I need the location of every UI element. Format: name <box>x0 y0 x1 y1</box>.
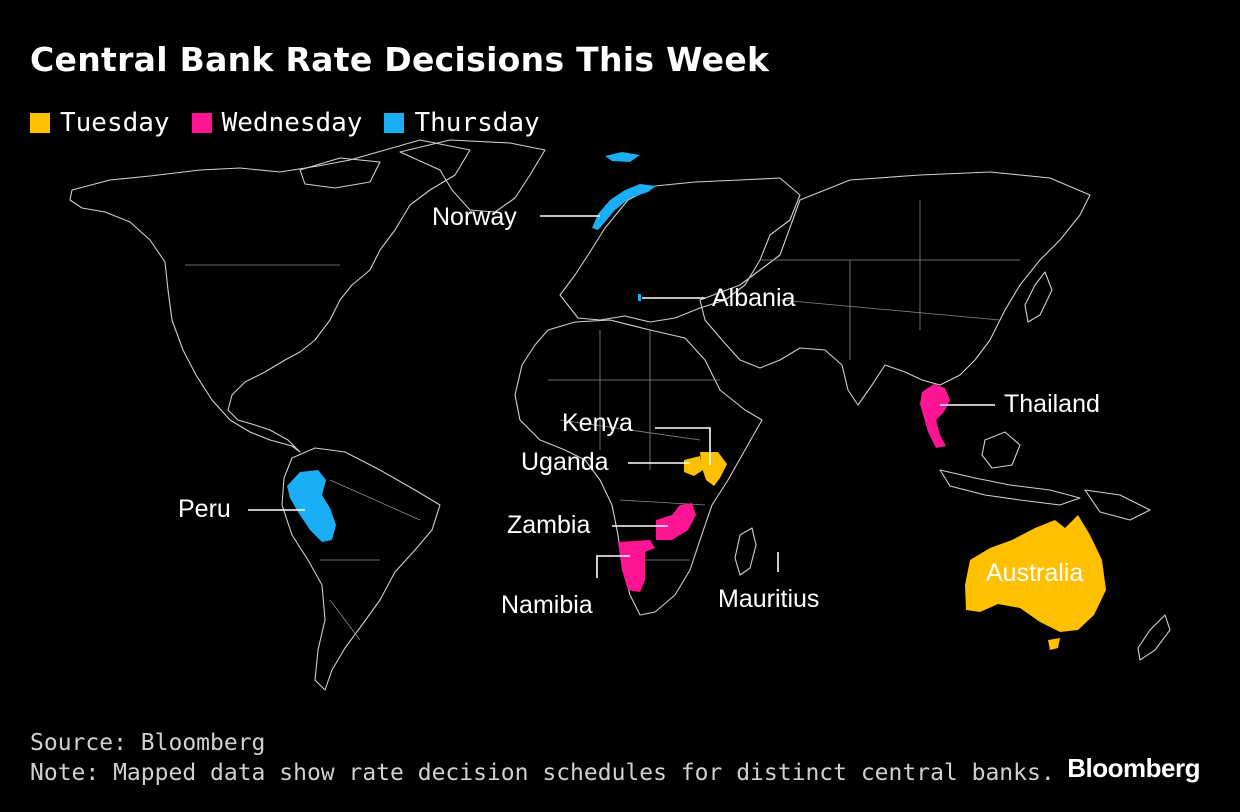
label-zambia: Zambia <box>507 511 590 539</box>
chart-title: Central Bank Rate Decisions This Week <box>30 40 770 79</box>
legend-swatch-wednesday <box>191 113 212 133</box>
legend: Tuesday Wednesday Thursday <box>30 108 540 138</box>
label-albania: Albania <box>712 284 795 312</box>
namibia-shape <box>618 540 655 592</box>
label-thailand: Thailand <box>1004 390 1100 418</box>
legend-swatch-tuesday <box>30 113 50 133</box>
kenya-shape <box>700 452 727 486</box>
legend-item-tuesday: Tuesday <box>30 108 170 138</box>
legend-label-thursday: Thursday <box>414 108 540 138</box>
label-australia: Australia <box>986 559 1083 587</box>
norway-shape <box>592 184 656 230</box>
asia-borders <box>760 200 1020 360</box>
legend-item-wednesday: Wednesday <box>191 108 363 138</box>
north-america-outline <box>69 139 471 453</box>
label-namibia: Namibia <box>501 591 593 619</box>
south-america-outline <box>281 447 441 691</box>
borneo-outline <box>981 431 1021 469</box>
legend-label-wednesday: Wednesday <box>221 108 363 138</box>
arctic-islands-outline <box>299 157 381 189</box>
legend-swatch-thursday <box>384 113 405 133</box>
country-borders <box>185 200 1020 641</box>
africa-outline <box>514 319 763 616</box>
label-mauritius: Mauritius <box>718 585 819 613</box>
peru-shape <box>287 470 336 542</box>
tasmania-shape <box>1048 638 1060 650</box>
label-norway: Norway <box>432 203 517 231</box>
label-peru: Peru <box>178 495 231 523</box>
greenland-outline <box>399 139 546 213</box>
highlighted-countries <box>287 152 1106 650</box>
leader-lines <box>248 215 995 578</box>
legend-label-tuesday: Tuesday <box>60 108 170 138</box>
svalbard-shape <box>605 152 640 162</box>
albania-shape <box>638 294 641 301</box>
uganda-shape <box>684 456 703 476</box>
madagascar-outline <box>734 527 757 576</box>
land-outlines <box>69 139 1171 691</box>
zambia-shape <box>656 503 696 540</box>
kenya-leader <box>655 427 711 465</box>
source-note: Source: Bloomberg <box>30 730 266 756</box>
japan-outline <box>1024 271 1053 323</box>
footnote: Note: Mapped data show rate decision sch… <box>30 760 1055 786</box>
label-kenya: Kenya <box>562 409 633 437</box>
south-america-borders <box>320 479 421 641</box>
country-labels: Norway Albania Thailand Kenya Uganda Zam… <box>178 203 1100 619</box>
legend-item-thursday: Thursday <box>384 108 540 138</box>
new-zealand-outline <box>1137 614 1171 661</box>
africa-borders <box>548 330 720 561</box>
new-guinea-outline <box>1084 489 1151 521</box>
europe-outline <box>559 177 801 323</box>
thailand-shape <box>920 384 950 448</box>
namibia-leader <box>596 555 630 578</box>
australia-shape <box>965 515 1106 632</box>
asia-outline <box>699 171 1091 406</box>
bloomberg-logo: Bloomberg <box>1067 753 1200 783</box>
label-uganda: Uganda <box>521 448 609 476</box>
indonesia-outline <box>939 469 1081 506</box>
